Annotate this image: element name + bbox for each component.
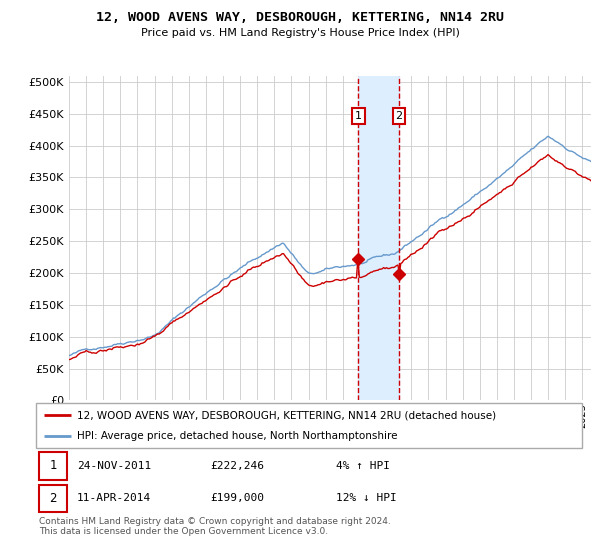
Text: 24-NOV-2011: 24-NOV-2011 [77,461,151,471]
FancyBboxPatch shape [36,403,582,448]
Bar [358,76,399,400]
Text: Price paid vs. HM Land Registry's House Price Index (HPI): Price paid vs. HM Land Registry's House … [140,28,460,38]
Text: 1: 1 [49,459,56,473]
FancyBboxPatch shape [39,452,67,479]
Text: 11-APR-2014: 11-APR-2014 [77,493,151,503]
Text: £222,246: £222,246 [211,461,265,471]
Text: 2: 2 [49,492,56,505]
Text: 2: 2 [395,111,403,121]
Text: 12, WOOD AVENS WAY, DESBOROUGH, KETTERING, NN14 2RU: 12, WOOD AVENS WAY, DESBOROUGH, KETTERIN… [96,11,504,24]
Text: 4% ↑ HPI: 4% ↑ HPI [337,461,391,471]
Text: £199,000: £199,000 [211,493,265,503]
Text: 12% ↓ HPI: 12% ↓ HPI [337,493,397,503]
Text: 1: 1 [355,111,362,121]
Text: Contains HM Land Registry data © Crown copyright and database right 2024.
This d: Contains HM Land Registry data © Crown c… [39,517,391,536]
FancyBboxPatch shape [39,485,67,512]
Text: HPI: Average price, detached house, North Northamptonshire: HPI: Average price, detached house, Nort… [77,431,397,441]
Text: 12, WOOD AVENS WAY, DESBOROUGH, KETTERING, NN14 2RU (detached house): 12, WOOD AVENS WAY, DESBOROUGH, KETTERIN… [77,410,496,421]
